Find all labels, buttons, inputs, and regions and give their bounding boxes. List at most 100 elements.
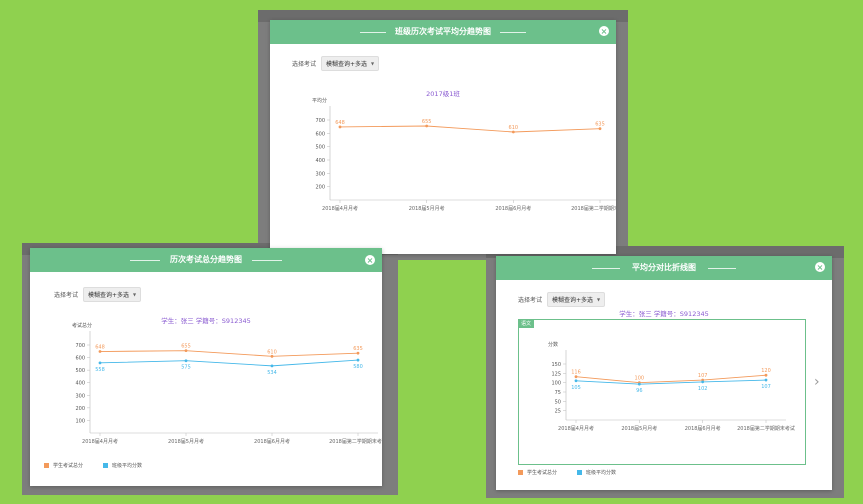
y-tick-label: 100	[551, 381, 561, 387]
data-point	[425, 124, 429, 128]
y-tick-label: 50	[555, 399, 561, 405]
selector-label: 选择考试	[292, 61, 317, 68]
y-tick-label: 25	[555, 409, 561, 415]
data-point	[637, 382, 641, 386]
data-point	[98, 350, 102, 353]
data-point	[270, 354, 274, 358]
chart-title: 学生：张三 学籍号：S912345	[619, 310, 709, 318]
y-tick-label: 200	[315, 185, 325, 191]
data-label: 635	[595, 122, 605, 128]
y-tick-label: 100	[75, 418, 85, 424]
chart-legend: 学生考试总分 班级平均分数	[518, 469, 636, 476]
y-tick-label: 600	[315, 131, 325, 137]
x-tick-label: 2018届第二学期期末考试	[329, 438, 382, 445]
y-tick-label: 700	[75, 343, 85, 349]
y-tick-label: 75	[555, 390, 561, 396]
dialog-header: 历次考试总分趋势图 ×	[30, 248, 382, 272]
data-label: 534	[267, 370, 277, 376]
chart-title: 2017级1班	[426, 90, 460, 98]
data-point	[764, 373, 768, 377]
data-point	[98, 361, 102, 365]
data-label: 558	[95, 367, 105, 373]
y-tick-label: 200	[75, 406, 85, 412]
data-point	[184, 349, 188, 353]
dialog-header: 班级历次考试平均分趋势图 ×	[270, 20, 616, 44]
data-point	[701, 380, 705, 384]
close-icon[interactable]: ×	[364, 254, 376, 266]
chevron-down-icon: ▼	[371, 61, 375, 66]
y-axis-label: 分数	[548, 341, 558, 348]
series-line	[99, 350, 359, 357]
chart-frame	[518, 319, 806, 465]
close-icon[interactable]: ×	[814, 261, 826, 273]
dialog-title: 班级历次考试平均分趋势图	[395, 27, 491, 36]
y-tick-label: 125	[551, 371, 561, 377]
chart-title: 学生：张三 学籍号：S912345	[161, 317, 251, 325]
x-tick-label: 2018届6月月考	[495, 206, 531, 212]
exam-select[interactable]: 模糊查询+多选 ▼	[83, 287, 142, 302]
x-tick-label: 2018届第二学期期末考试	[571, 205, 616, 212]
data-label: 610	[509, 125, 519, 131]
exam-select[interactable]: 模糊查询+多选 ▼	[547, 292, 606, 307]
total-score-dialog: 历次考试总分趋势图 × 选择考试 模糊查询+多选 ▼ 学生：张三 学籍号：S912…	[30, 248, 382, 486]
y-tick-label: 150	[551, 362, 561, 368]
total-score-chart: 考试总分 100 200 300 400 500 600 700 2018届4月月考 2018届5…	[72, 322, 382, 445]
data-label: 120	[761, 368, 771, 374]
data-point	[598, 127, 602, 131]
data-point	[511, 130, 515, 134]
y-tick-label: 400	[75, 381, 85, 387]
data-label: 648	[95, 345, 105, 351]
data-label: 107	[761, 384, 771, 390]
comparison-dialog: 平均分对比折线图 × 选择考试 模糊查询+多选 ▼ 学生：张三 学籍号：S9123…	[496, 256, 832, 490]
y-tick-label: 400	[315, 158, 325, 164]
data-label: 580	[353, 364, 363, 370]
y-tick-label: 700	[315, 118, 325, 124]
x-tick-label: 2018届5月月考	[409, 206, 445, 212]
data-label: 116	[571, 370, 581, 376]
series-line	[339, 125, 601, 133]
data-point	[574, 379, 578, 383]
subject-tab[interactable]: 语文	[518, 319, 535, 328]
selector-label: 选择考试	[54, 292, 79, 299]
series-line	[575, 379, 767, 385]
chart-legend: 学生考试总分 班级平均分数	[44, 462, 162, 469]
dialog-header: 平均分对比折线图 ×	[496, 256, 832, 280]
data-label: 635	[353, 346, 363, 352]
y-tick-label: 300	[315, 171, 325, 177]
y-tick-label: 500	[75, 368, 85, 374]
data-point	[184, 359, 188, 363]
x-tick-label: 2018届4月月考	[322, 206, 358, 212]
data-label: 96	[636, 388, 642, 394]
data-label: 100	[635, 376, 645, 382]
y-axis-label: 平均分	[312, 97, 327, 104]
x-tick-label: 2018届4月月考	[558, 426, 594, 432]
dialog-title: 历次考试总分趋势图	[170, 255, 242, 264]
data-point	[356, 358, 360, 362]
chevron-down-icon: ▼	[133, 292, 137, 297]
data-point	[764, 378, 768, 382]
x-tick-label: 2018届4月月考	[82, 439, 118, 445]
legend-student: 学生考试总分	[527, 470, 558, 476]
data-point	[338, 125, 342, 129]
x-tick-label: 2018届6月月考	[685, 426, 721, 432]
close-icon[interactable]: ×	[598, 25, 610, 37]
data-point	[574, 375, 578, 379]
x-tick-label: 2018届6月月考	[254, 439, 290, 445]
data-label: 102	[698, 386, 708, 392]
exam-select[interactable]: 模糊查询+多选 ▼	[321, 56, 380, 71]
y-axis-label: 考试总分	[72, 322, 92, 329]
exam-selector: 选择考试 模糊查询+多选 ▼	[292, 56, 380, 71]
chevron-down-icon: ▼	[597, 297, 601, 302]
chevron-right-icon[interactable]: ›	[814, 374, 820, 390]
x-tick-label: 2018届5月月考	[621, 426, 657, 432]
data-point	[270, 364, 274, 368]
y-tick-label: 500	[315, 145, 325, 151]
x-tick-label: 2018届5月月考	[168, 439, 204, 445]
data-label: 610	[267, 349, 277, 355]
exam-selector: 选择考试 模糊查询+多选 ▼	[518, 292, 606, 307]
class-average-chart: 平均分 200 300 400 500 600 700 2018届4月月考 2018届5月月考 2…	[312, 97, 616, 212]
legend-student: 学生考试总分	[53, 463, 84, 469]
data-label: 107	[698, 373, 708, 379]
data-label: 648	[335, 120, 345, 126]
comparison-chart: 分数 25 50 75 100 125 150 2018届4月月考 2018届5月月考 2018届…	[548, 341, 795, 432]
